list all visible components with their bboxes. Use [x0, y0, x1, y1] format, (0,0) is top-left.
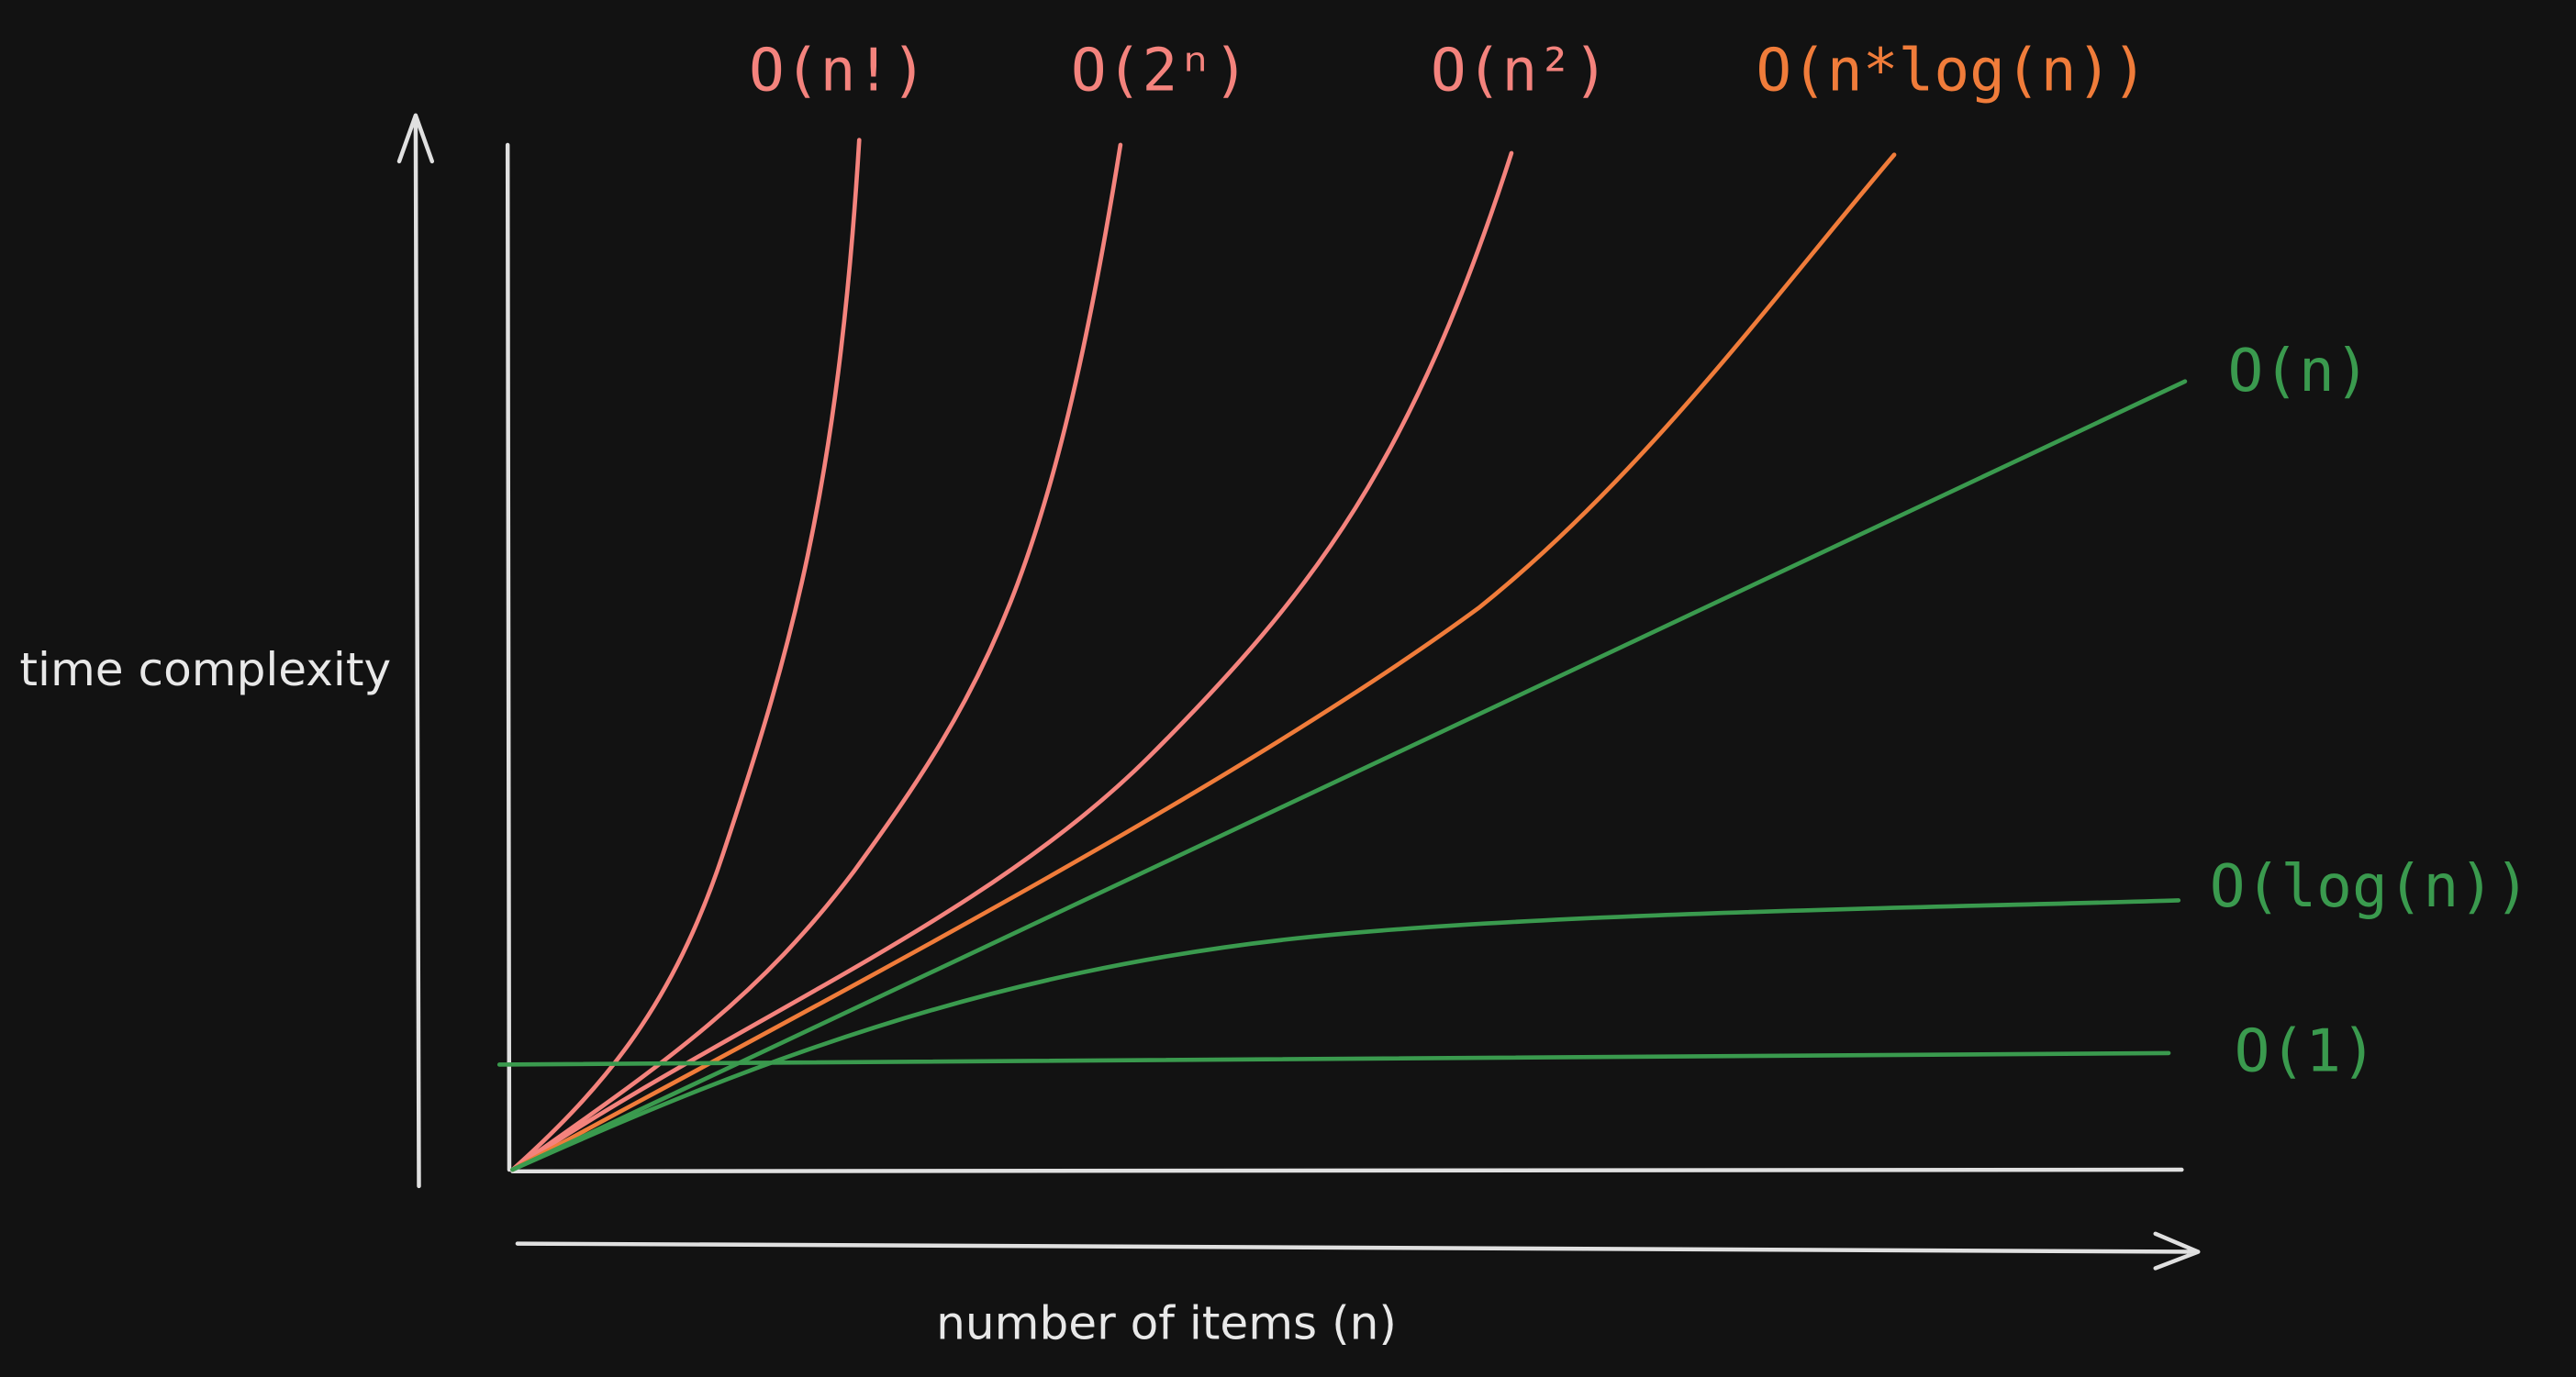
- curve-label: O(n*log(n)): [1756, 37, 2147, 105]
- curve: [496, 1050, 2171, 1067]
- x-axis-label: number of items (n): [936, 1295, 1397, 1349]
- curve: [510, 379, 2188, 1172]
- curve: [510, 898, 2181, 1172]
- curve-label: O(1): [2235, 1016, 2377, 1085]
- curve-label: O(2ⁿ): [1071, 37, 1249, 105]
- curve: [510, 138, 862, 1172]
- curve: [510, 150, 1514, 1172]
- x-axis-line: [510, 1167, 2184, 1174]
- curve: [510, 152, 1897, 1172]
- curve: [510, 142, 1123, 1172]
- x-axis-arrow: [515, 1231, 2201, 1271]
- curve-label: O(log(n)): [2210, 852, 2530, 921]
- y-axis-label: time complexity: [19, 642, 391, 696]
- y-axis-line: [505, 142, 512, 1172]
- curve-label: O(n²): [1431, 37, 1609, 105]
- curve-label: O(n!): [749, 37, 927, 105]
- y-axis-arrow: [396, 113, 435, 1189]
- curve-label: O(n): [2227, 337, 2370, 405]
